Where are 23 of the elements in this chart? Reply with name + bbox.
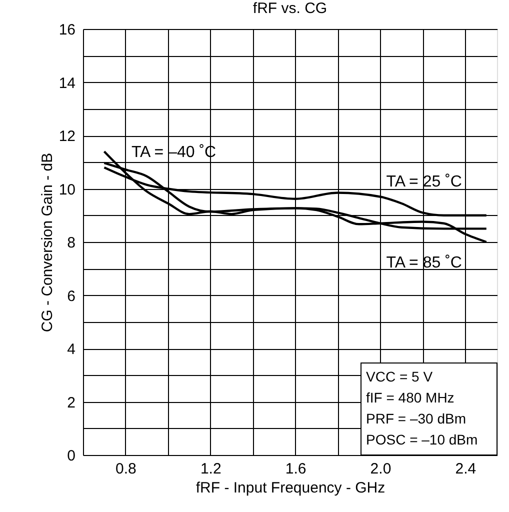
annotation: fIF = 480 MHz (366, 390, 454, 406)
y-tick-label: 14 (58, 74, 76, 92)
y-tick-label: 2 (67, 394, 76, 412)
annotation: PRF = –30 dBm (366, 410, 466, 426)
y-tick-label: 16 (58, 22, 76, 38)
y-tick-label: 8 (67, 234, 76, 252)
y-tick-label: 10 (58, 181, 76, 198)
x-tick-label: 0.8 (116, 460, 136, 478)
x-axis-title: fRF - Input Frequency - GHz (196, 480, 386, 496)
annotation: POSC = –10 dBm (366, 432, 478, 448)
x-tick-label: 1.2 (200, 460, 222, 478)
series-label: TA = 85 ˚C (386, 254, 462, 272)
annotation: VCC = 5 V (366, 368, 434, 384)
x-tick-label: 2.4 (455, 460, 476, 478)
y-tick-label: 6 (67, 288, 76, 305)
y-tick-label: 4 (67, 341, 76, 358)
chart-title: fRF vs. CG (252, 0, 328, 17)
y-tick-label: 0 (67, 448, 76, 464)
y-tick-label: 12 (58, 128, 76, 145)
series-label: TA = 25 ˚C (386, 174, 462, 191)
x-tick-label: 1.6 (285, 460, 306, 478)
y-axis-title: CG - Conversion Gain - dB (38, 152, 56, 332)
x-tick-label: 2.0 (370, 460, 392, 478)
